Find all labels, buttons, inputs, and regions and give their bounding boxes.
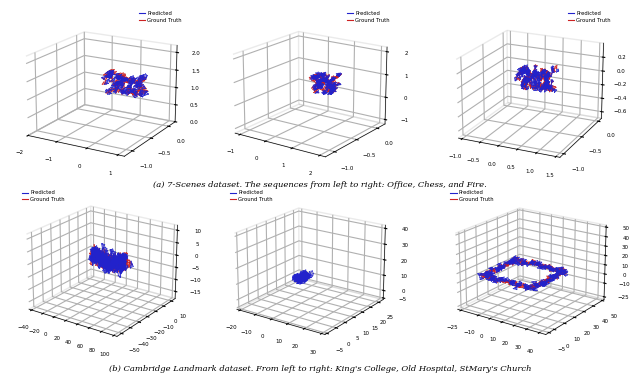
Text: (b) Cambridge Landmark dataset. From left to right: King's College, Old Hospital: (b) Cambridge Landmark dataset. From lef… <box>109 365 531 373</box>
Legend: Predicted, Ground Truth: Predicted, Ground Truth <box>566 10 612 24</box>
Legend: Predicted, Ground Truth: Predicted, Ground Truth <box>449 189 495 203</box>
Legend: Predicted, Ground Truth: Predicted, Ground Truth <box>228 189 274 203</box>
Legend: Predicted, Ground Truth: Predicted, Ground Truth <box>346 10 391 24</box>
Text: (a) 7-Scenes dataset. The sequences from left to right: Office, Chess, and Fire.: (a) 7-Scenes dataset. The sequences from… <box>153 181 487 189</box>
Legend: Predicted, Ground Truth: Predicted, Ground Truth <box>20 189 66 203</box>
Legend: Predicted, Ground Truth: Predicted, Ground Truth <box>138 10 183 24</box>
